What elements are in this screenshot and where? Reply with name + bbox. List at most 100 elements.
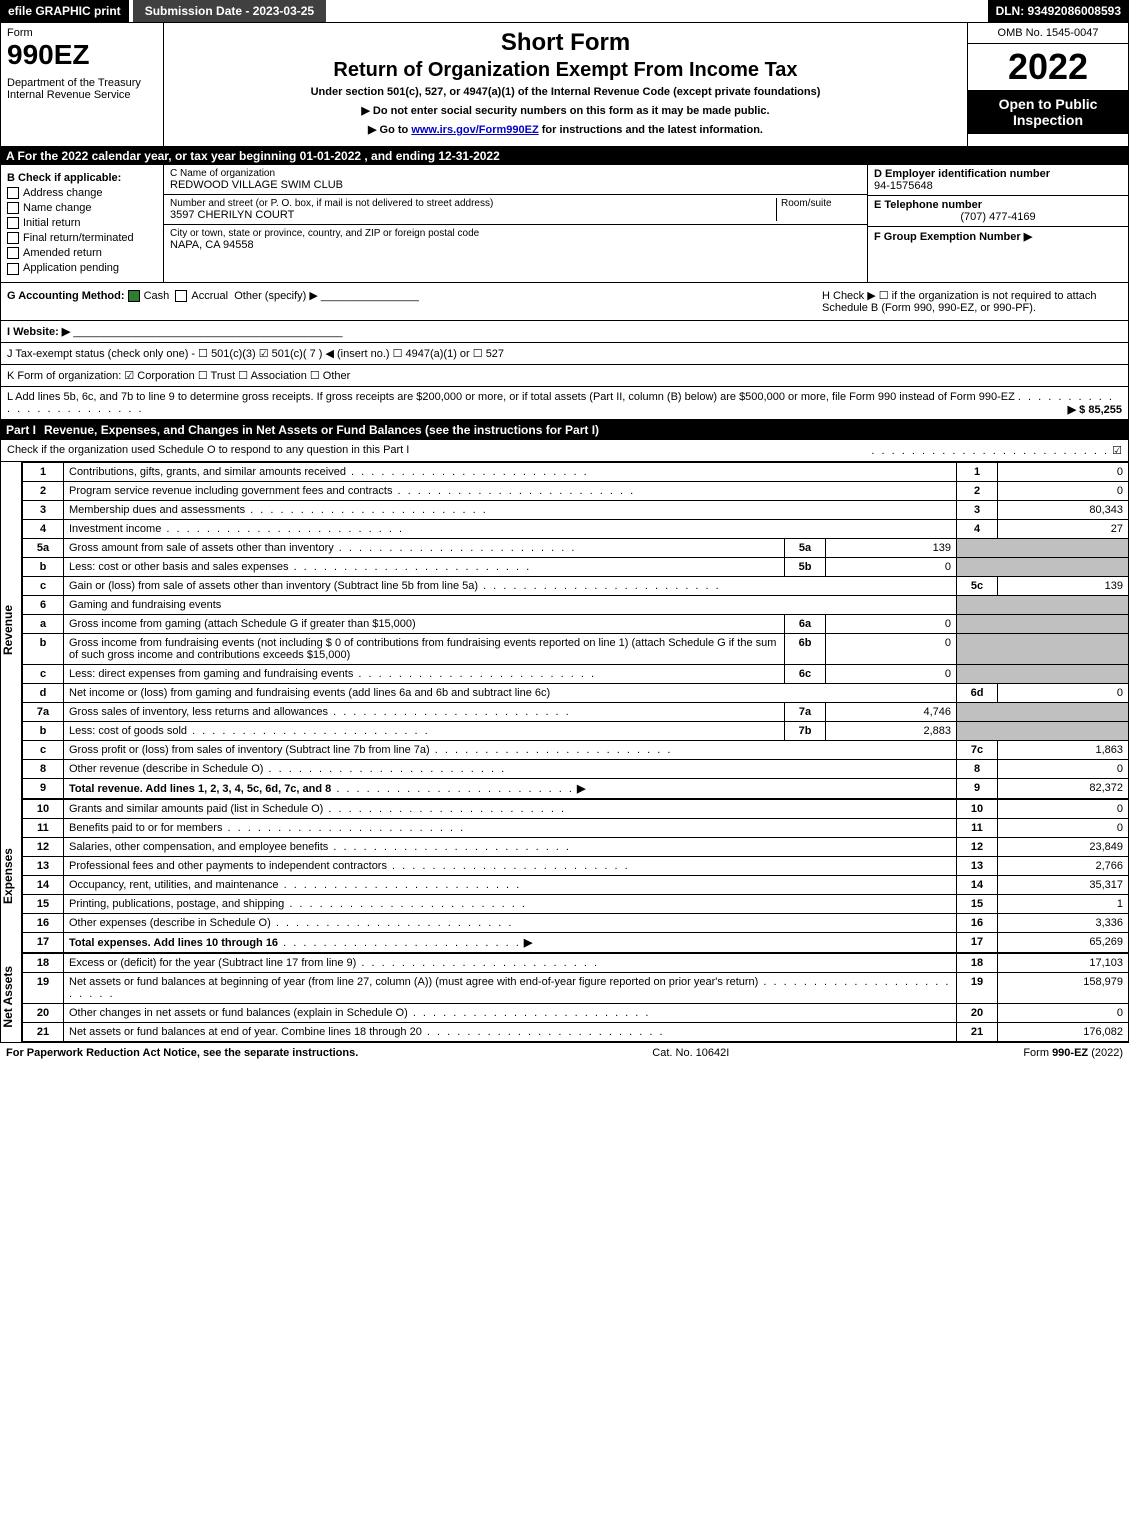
footer-right: Form 990-EZ (2022) [1023,1047,1123,1059]
part-1-header: Part I Revenue, Expenses, and Changes in… [0,420,1129,440]
note-link: ▶ Go to www.irs.gov/Form990EZ for instru… [172,123,959,136]
part-1-title: Revenue, Expenses, and Changes in Net As… [44,423,1123,437]
revenue-side-label: Revenue [1,462,22,799]
schedule-b-check: H Check ▶ ☐ if the organization is not r… [822,289,1122,314]
line-14: 14 Occupancy, rent, utilities, and maint… [23,875,1129,894]
subtitle: Under section 501(c), 527, or 4947(a)(1)… [172,86,959,98]
line-13: 13 Professional fees and other payments … [23,856,1129,875]
page-footer: For Paperwork Reduction Act Notice, see … [0,1042,1129,1063]
check-application-pending[interactable]: Application pending [7,262,157,274]
line-8: 8 Other revenue (describe in Schedule O)… [23,759,1129,778]
note-link-post: for instructions and the latest informat… [542,124,763,136]
dept-label: Department of the Treasury Internal Reve… [7,77,157,101]
city-label: City or town, state or province, country… [170,228,861,239]
line-6b: b Gross income from fundraising events (… [23,633,1129,664]
efile-print-label[interactable]: efile GRAPHIC print [0,0,129,22]
line-19: 19 Net assets or fund balances at beginn… [23,972,1129,1003]
check-accrual[interactable] [175,290,187,302]
check-cash[interactable] [128,290,140,302]
check-initial-return[interactable]: Initial return [7,217,157,229]
line-21: 21 Net assets or fund balances at end of… [23,1022,1129,1041]
col-c-org-info: C Name of organization REDWOOD VILLAGE S… [164,165,867,282]
col-def: D Employer identification number 94-1575… [867,165,1128,282]
phone-label: E Telephone number [874,199,1122,211]
phone-value: (707) 477-4169 [874,211,1122,223]
line-1: 1 Contributions, gifts, grants, and simi… [23,462,1129,481]
line-6a: a Gross income from gaming (attach Sched… [23,614,1129,633]
city-state-zip: NAPA, CA 94558 [170,239,861,251]
row-j-tax-exempt: J Tax-exempt status (check only one) - ☐… [0,343,1129,365]
omb-number: OMB No. 1545-0047 [968,23,1128,44]
line-4: 4 Investment income 4 27 [23,519,1129,538]
part-1-check-note: Check if the organization used Schedule … [0,440,1129,462]
row-i-website: I Website: ▶ ___________________________… [0,321,1129,343]
row-g-h: G Accounting Method: Cash Accrual Other … [0,283,1129,321]
line-3: 3 Membership dues and assessments 3 80,3… [23,500,1129,519]
top-bar: efile GRAPHIC print Submission Date - 20… [0,0,1129,23]
revenue-table: 1 Contributions, gifts, grants, and simi… [22,462,1129,799]
line-7a: 7a Gross sales of inventory, less return… [23,702,1129,721]
check-address-change[interactable]: Address change [7,187,157,199]
form-label: Form [7,27,157,39]
form-number: 990EZ [7,39,157,71]
title-short-form: Short Form [172,29,959,57]
open-public-badge: Open to Public Inspection [968,90,1128,134]
line-11: 11 Benefits paid to or for members 11 0 [23,818,1129,837]
accounting-method: G Accounting Method: Cash Accrual Other … [7,289,822,314]
line-5c: c Gain or (loss) from sale of assets oth… [23,576,1129,595]
tax-year: 2022 [968,44,1128,90]
line-5a: 5a Gross amount from sale of assets othe… [23,538,1129,557]
header-left: Form 990EZ Department of the Treasury In… [1,23,164,146]
line-17: 17 Total expenses. Add lines 10 through … [23,932,1129,952]
note-ssn: ▶ Do not enter social security numbers o… [172,104,959,117]
footer-center: Cat. No. 10642I [652,1047,729,1059]
ein-label: D Employer identification number [874,168,1122,180]
line-20: 20 Other changes in net assets or fund b… [23,1003,1129,1022]
gross-receipts-value: ▶ $ 85,255 [1068,403,1122,416]
org-name: REDWOOD VILLAGE SWIM CLUB [170,179,861,191]
line-5b: b Less: cost or other basis and sales ex… [23,557,1129,576]
dln-label: DLN: 93492086008593 [988,0,1129,22]
form-header: Form 990EZ Department of the Treasury In… [0,23,1129,147]
section-a-taxyear: A For the 2022 calendar year, or tax yea… [0,147,1129,165]
line-16: 16 Other expenses (describe in Schedule … [23,913,1129,932]
net-assets-section: Net Assets 18 Excess or (deficit) for th… [0,953,1129,1042]
net-assets-side-label: Net Assets [1,953,22,1042]
revenue-section: Revenue 1 Contributions, gifts, grants, … [0,462,1129,799]
irs-link[interactable]: www.irs.gov/Form990EZ [411,124,538,136]
line-7b: b Less: cost of goods sold 7b 2,883 [23,721,1129,740]
street-address: 3597 CHERILYN COURT [170,209,776,221]
line-7c: c Gross profit or (loss) from sales of i… [23,740,1129,759]
line-9: 9 Total revenue. Add lines 1, 2, 3, 4, 5… [23,778,1129,798]
line-6: 6 Gaming and fundraising events [23,595,1129,614]
expenses-section: Expenses 10 Grants and similar amounts p… [0,799,1129,953]
note-link-pre: ▶ Go to [368,124,411,136]
col-b-title: B Check if applicable: [7,172,157,184]
expenses-side-label: Expenses [1,799,22,953]
header-right: OMB No. 1545-0047 2022 Open to Public In… [967,23,1128,146]
ein-value: 94-1575648 [874,180,1122,192]
line-6d: d Net income or (loss) from gaming and f… [23,683,1129,702]
check-name-change[interactable]: Name change [7,202,157,214]
part-1-label: Part I [6,423,44,437]
group-exemption-label: F Group Exemption Number ▶ [874,230,1122,243]
footer-left: For Paperwork Reduction Act Notice, see … [6,1047,358,1059]
org-name-label: C Name of organization [170,168,861,179]
row-k-form-org: K Form of organization: ☑ Corporation ☐ … [0,365,1129,387]
net-assets-table: 18 Excess or (deficit) for the year (Sub… [22,953,1129,1042]
line-6c: c Less: direct expenses from gaming and … [23,664,1129,683]
room-label: Room/suite [781,198,861,209]
check-final-return[interactable]: Final return/terminated [7,232,157,244]
line-10: 10 Grants and similar amounts paid (list… [23,799,1129,818]
expenses-table: 10 Grants and similar amounts paid (list… [22,799,1129,953]
info-grid: B Check if applicable: Address change Na… [0,165,1129,283]
line-2: 2 Program service revenue including gove… [23,481,1129,500]
col-b-checkboxes: B Check if applicable: Address change Na… [1,165,164,282]
line-15: 15 Printing, publications, postage, and … [23,894,1129,913]
check-amended-return[interactable]: Amended return [7,247,157,259]
line-12: 12 Salaries, other compensation, and emp… [23,837,1129,856]
part-1-checkbox[interactable]: ☑ [1112,445,1122,457]
header-center: Short Form Return of Organization Exempt… [164,23,967,146]
line-18: 18 Excess or (deficit) for the year (Sub… [23,953,1129,972]
title-return: Return of Organization Exempt From Incom… [172,59,959,82]
